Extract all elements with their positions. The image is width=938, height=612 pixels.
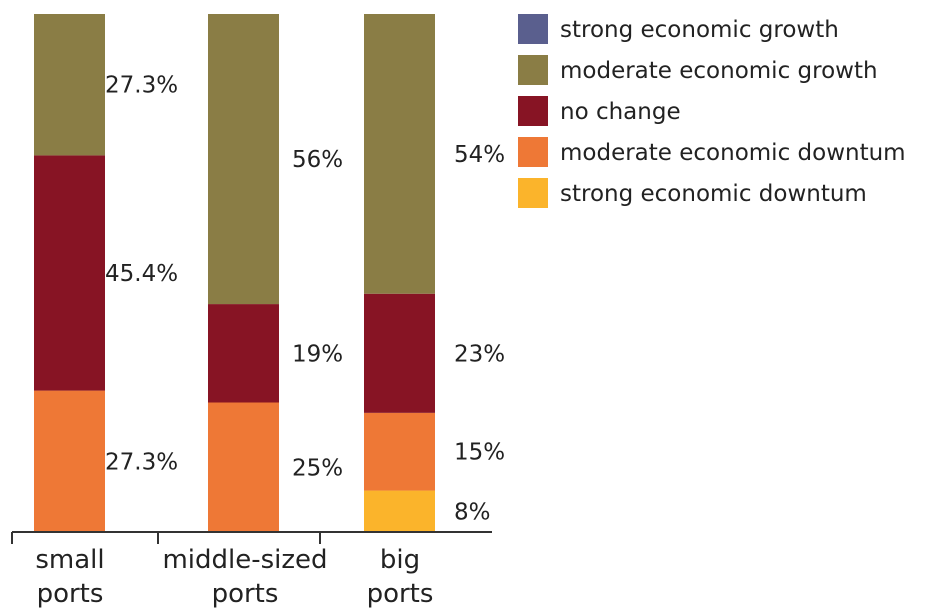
category-label: middle-sized ports bbox=[162, 545, 327, 609]
bar-segment bbox=[364, 412, 435, 491]
bar-segment bbox=[364, 14, 435, 294]
category-label: small ports bbox=[35, 545, 104, 609]
data-label: 25% bbox=[292, 455, 343, 481]
bar-segment bbox=[34, 14, 105, 156]
legend-label: no change bbox=[560, 99, 681, 125]
legend-swatch bbox=[518, 55, 548, 85]
data-label: 45.4% bbox=[105, 261, 178, 287]
legend-label: strong economic downtum bbox=[560, 181, 867, 207]
legend-swatch bbox=[518, 178, 548, 208]
legend-label: moderate economic downtum bbox=[560, 140, 906, 166]
bar-segment bbox=[208, 14, 279, 305]
data-label: 19% bbox=[292, 341, 343, 367]
data-label: 23% bbox=[454, 341, 505, 367]
bar-segment bbox=[208, 304, 279, 403]
data-label: 8% bbox=[454, 499, 491, 525]
x-axis bbox=[11, 531, 492, 544]
bar-segment bbox=[208, 402, 279, 532]
data-label: 56% bbox=[292, 147, 343, 173]
bar-segment bbox=[364, 490, 435, 532]
legend-swatch bbox=[518, 137, 548, 167]
bar-segment bbox=[34, 390, 105, 532]
bars-layer bbox=[34, 14, 435, 532]
category-label: big ports bbox=[367, 545, 434, 609]
legend: strong economic growth moderate economic … bbox=[518, 14, 906, 208]
legend-label: strong economic growth bbox=[560, 17, 839, 43]
data-label: 27.3% bbox=[105, 73, 178, 99]
legend-label: moderate economic growth bbox=[560, 58, 878, 84]
category-labels-layer: small ports middle-sized ports big ports bbox=[35, 545, 433, 609]
bar-segment bbox=[364, 293, 435, 413]
legend-swatch bbox=[518, 14, 548, 44]
data-label: 27.3% bbox=[105, 449, 178, 475]
data-label: 54% bbox=[454, 142, 505, 168]
data-label: 15% bbox=[454, 440, 505, 466]
bar-segment bbox=[34, 155, 105, 391]
legend-swatch bbox=[518, 96, 548, 126]
data-labels-layer: 27.3% 45.4% 27.3% 25% 19% 56% 8% 15% 23% 54% bbox=[105, 73, 505, 526]
